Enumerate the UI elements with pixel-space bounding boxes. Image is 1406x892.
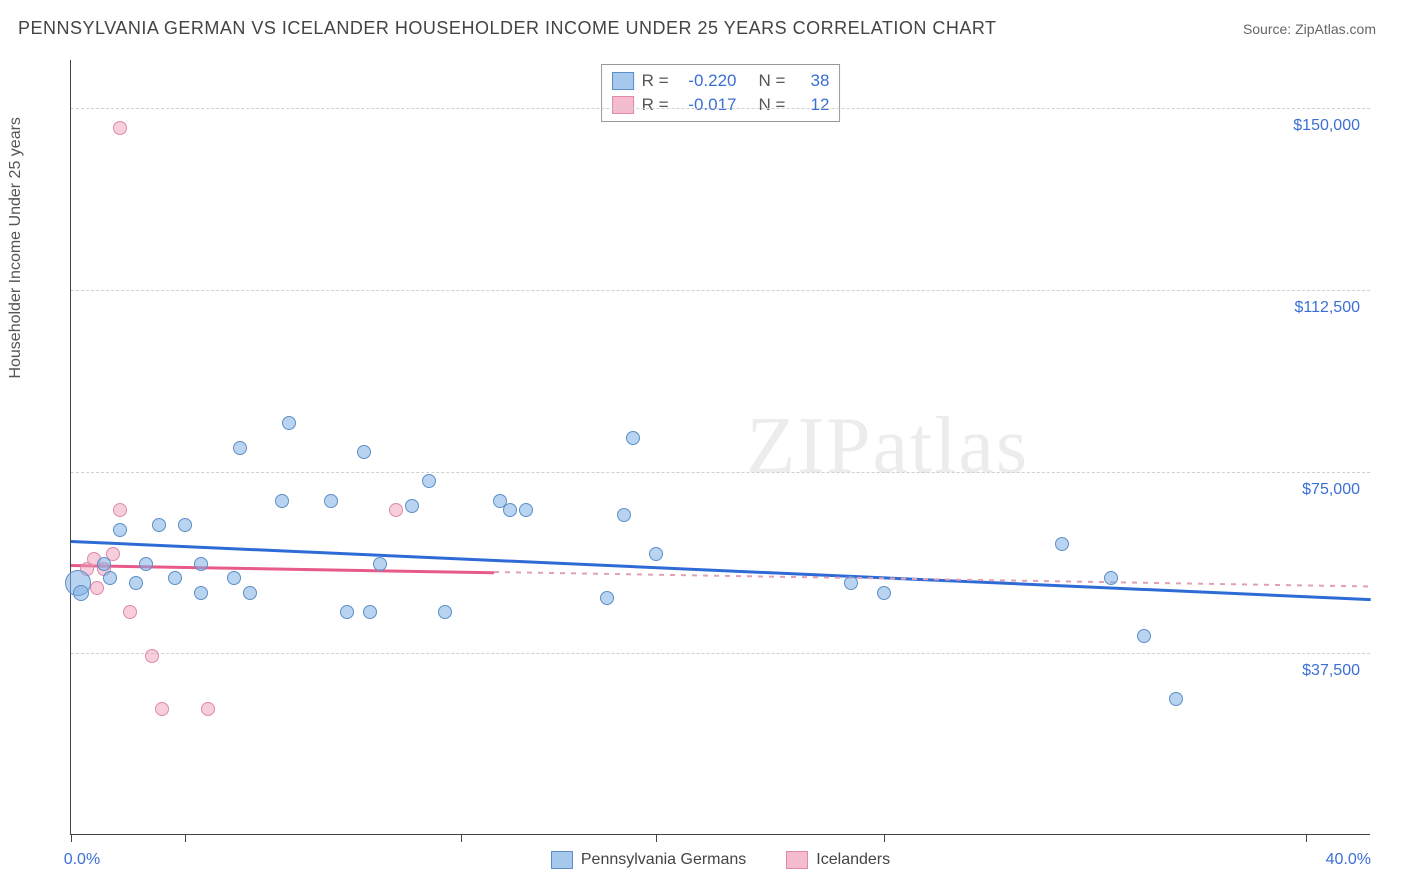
- legend-series: Pennsylvania Germans Icelanders: [71, 851, 1370, 869]
- data-point: [422, 474, 436, 488]
- x-tick: [71, 834, 72, 842]
- data-point: [129, 576, 143, 590]
- data-point: [194, 557, 208, 571]
- plot-area: ZIPatlas R =-0.220N =38R =-0.017N =12 Pe…: [70, 60, 1370, 835]
- data-point: [405, 499, 419, 513]
- legend-series-item: Pennsylvania Germans: [551, 851, 746, 869]
- chart-title: PENNSYLVANIA GERMAN VS ICELANDER HOUSEHO…: [18, 18, 997, 39]
- gridline: [71, 108, 1370, 109]
- data-point: [600, 591, 614, 605]
- x-tick: [1306, 834, 1307, 842]
- r-label: R =: [642, 95, 669, 115]
- data-point: [649, 547, 663, 561]
- legend-row: R = -0.220 N = 38: [612, 69, 830, 93]
- data-point: [877, 586, 891, 600]
- legend-swatch: [551, 851, 573, 869]
- gridline: [71, 472, 1370, 473]
- data-point: [438, 605, 452, 619]
- data-point: [227, 571, 241, 585]
- data-point: [113, 503, 127, 517]
- data-point: [357, 445, 371, 459]
- data-point: [97, 557, 111, 571]
- data-point: [363, 605, 377, 619]
- y-axis-title: Householder Income Under 25 years: [7, 117, 25, 378]
- watermark: ZIPatlas: [746, 401, 1029, 492]
- trend-line: [71, 564, 494, 574]
- chart-container: Householder Income Under 25 years ZIPatl…: [50, 60, 1370, 835]
- data-point: [90, 581, 104, 595]
- legend-row: R = -0.017 N = 12: [612, 93, 830, 117]
- data-point: [178, 518, 192, 532]
- legend-correlation: R = -0.220 N = 38 R = -0.017 N = 12: [601, 64, 841, 122]
- r-value: -0.220: [677, 71, 737, 91]
- data-point: [389, 503, 403, 517]
- x-tick-label: 40.0%: [1326, 851, 1371, 869]
- y-tick-label: $112,500: [1294, 299, 1360, 317]
- gridline: [71, 653, 1370, 654]
- data-point: [1104, 571, 1118, 585]
- r-value: -0.017: [677, 95, 737, 115]
- r-label: R =: [642, 71, 669, 91]
- n-value: 12: [793, 95, 829, 115]
- data-point: [373, 557, 387, 571]
- data-point: [282, 416, 296, 430]
- data-point: [113, 121, 127, 135]
- data-point: [275, 494, 289, 508]
- data-point: [113, 523, 127, 537]
- data-point: [1169, 692, 1183, 706]
- data-point: [201, 702, 215, 716]
- data-point: [145, 649, 159, 663]
- data-point: [1055, 537, 1069, 551]
- data-point: [233, 441, 247, 455]
- x-tick: [656, 834, 657, 842]
- chart-header: PENNSYLVANIA GERMAN VS ICELANDER HOUSEHO…: [0, 0, 1406, 49]
- data-point: [194, 586, 208, 600]
- n-value: 38: [793, 71, 829, 91]
- legend-series-label: Pennsylvania Germans: [581, 851, 746, 869]
- data-point: [519, 503, 533, 517]
- data-point: [626, 431, 640, 445]
- data-point: [155, 702, 169, 716]
- legend-series-label: Icelanders: [816, 851, 890, 869]
- data-point: [152, 518, 166, 532]
- source-label: Source: ZipAtlas.com: [1243, 21, 1376, 37]
- data-point: [340, 605, 354, 619]
- legend-swatch: [786, 851, 808, 869]
- n-label: N =: [759, 71, 786, 91]
- data-point: [243, 586, 257, 600]
- y-tick-label: $75,000: [1302, 481, 1360, 499]
- data-point: [103, 571, 117, 585]
- trend-line: [493, 571, 1371, 588]
- x-tick: [884, 834, 885, 842]
- x-tick: [461, 834, 462, 842]
- data-point: [503, 503, 517, 517]
- gridline: [71, 290, 1370, 291]
- data-point: [617, 508, 631, 522]
- y-tick-label: $37,500: [1302, 662, 1360, 680]
- n-label: N =: [759, 95, 786, 115]
- data-point: [123, 605, 137, 619]
- data-point: [73, 585, 89, 601]
- legend-swatch: [612, 72, 634, 90]
- legend-series-item: Icelanders: [786, 851, 890, 869]
- x-tick: [185, 834, 186, 842]
- data-point: [168, 571, 182, 585]
- data-point: [844, 576, 858, 590]
- legend-swatch: [612, 96, 634, 114]
- data-point: [1137, 629, 1151, 643]
- x-tick-label: 0.0%: [64, 851, 100, 869]
- y-tick-label: $150,000: [1293, 117, 1360, 135]
- data-point: [139, 557, 153, 571]
- data-point: [324, 494, 338, 508]
